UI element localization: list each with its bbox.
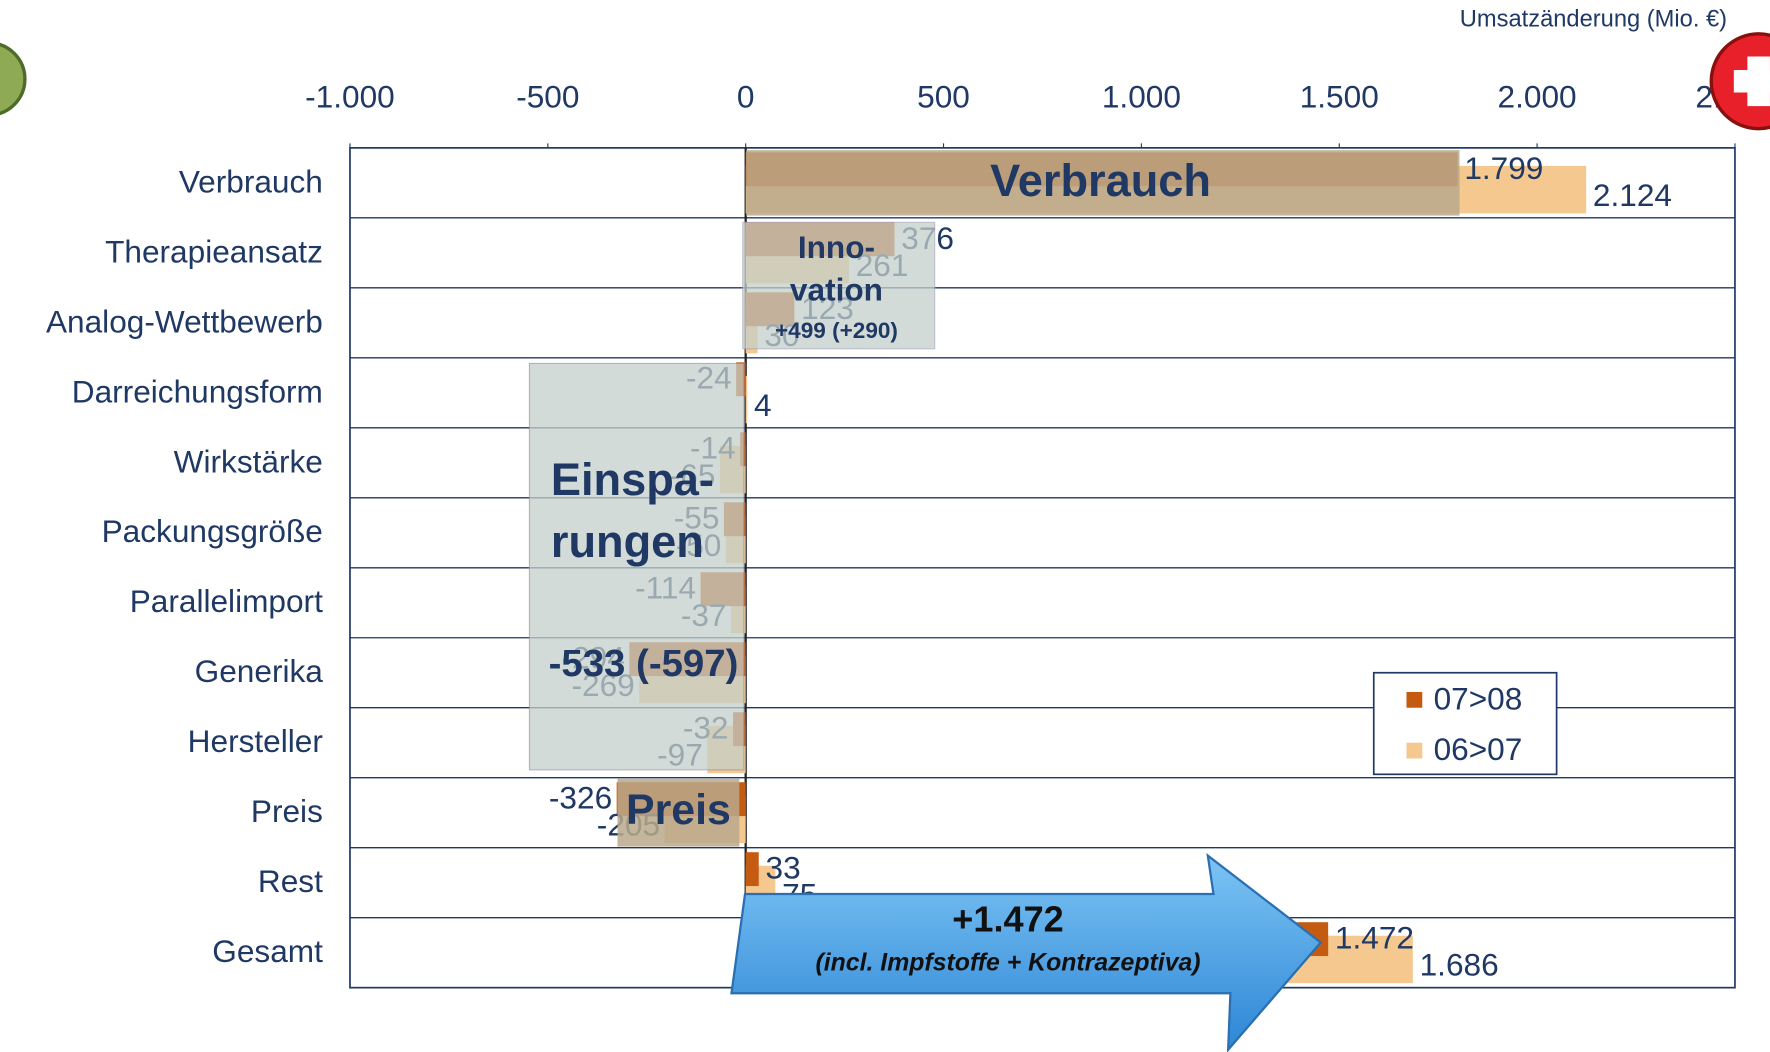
x-tick-label: 0 [737, 79, 755, 115]
x-tick-label: -1.000 [305, 79, 395, 115]
legend-swatch [1406, 742, 1423, 759]
category-label: Preis [251, 793, 323, 829]
annotation: Preis [626, 786, 731, 834]
category-label: Packungsgröße [102, 513, 323, 549]
x-tick-label: 1.500 [1300, 79, 1379, 115]
annotation: -533 (-597) [549, 642, 739, 685]
bar [745, 852, 759, 887]
value-label: 4 [754, 387, 772, 423]
category-label: Parallelimport [130, 583, 323, 619]
annotation: rungen [551, 516, 704, 567]
value-label: 1.686 [1420, 947, 1499, 983]
category-label: Therapieansatz [105, 233, 323, 269]
axis-title: Umsatzänderung (Mio. €) [1460, 7, 1727, 33]
category-label: Generika [195, 653, 324, 689]
legend-label: 07>08 [1434, 680, 1523, 716]
x-tick-label: 2.000 [1498, 79, 1577, 115]
annotation: +1.472 [952, 899, 1063, 940]
annotation: vation [790, 272, 883, 308]
overlay-box [746, 150, 1460, 216]
value-label: -326 [549, 780, 612, 816]
category-label: Gesamt [212, 933, 323, 969]
overlay-box [617, 778, 740, 847]
total-arrow [730, 852, 1323, 1052]
annotation: Einspa- [551, 454, 714, 505]
annotation: (incl. Impfstoffe + Kontrazeptiva) [815, 950, 1200, 977]
x-tick-label: 500 [917, 79, 970, 115]
category-label: Verbrauch [179, 163, 323, 199]
category-label: Wirkstärke [174, 443, 323, 479]
legend-box [1372, 671, 1558, 776]
x-tick-label: -500 [516, 79, 579, 115]
overlay-box [528, 362, 745, 771]
annotation: Inno- [798, 229, 875, 265]
overlay-box [742, 221, 936, 350]
annotation: +499 (+290) [775, 318, 898, 343]
value-label: 1.472 [1335, 920, 1414, 956]
category-label: Darreichungsform [72, 373, 323, 409]
plus-icon [0, 42, 27, 116]
cross [1733, 56, 1770, 107]
value-label: 2.124 [1593, 177, 1672, 213]
category-label: Analog-Wettbewerb [46, 303, 323, 339]
annotation: Verbrauch [990, 155, 1211, 206]
category-label: Hersteller [188, 723, 323, 759]
value-label: 1.799 [1464, 150, 1543, 186]
bar [745, 375, 748, 424]
legend-label: 06>07 [1434, 731, 1523, 767]
x-tick-label: 1.000 [1102, 79, 1181, 115]
category-label: Rest [258, 863, 323, 899]
legend-swatch [1406, 691, 1423, 708]
value-label: 33 [766, 850, 801, 886]
